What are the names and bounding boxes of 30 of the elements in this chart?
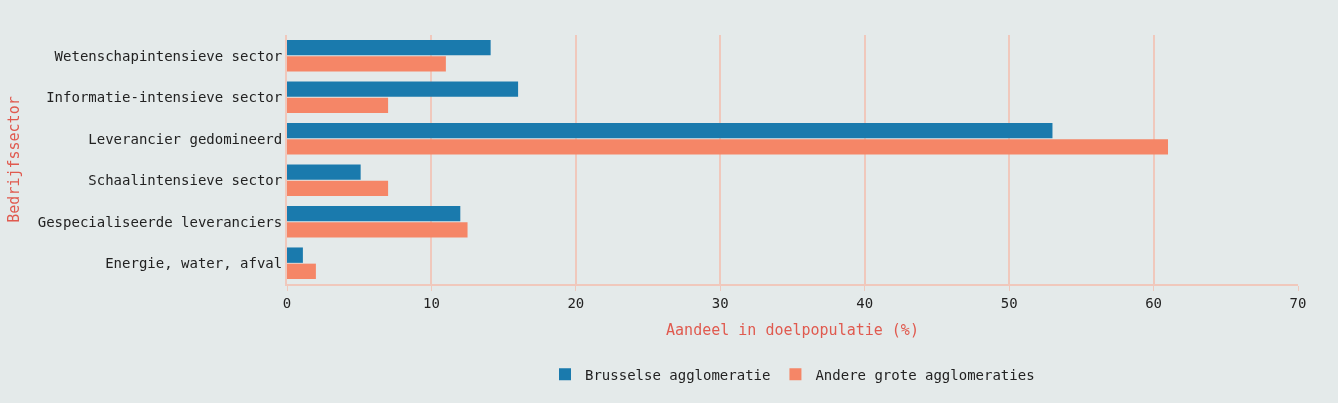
- bar: [287, 164, 361, 180]
- bar: [287, 205, 461, 222]
- bar: [287, 263, 316, 280]
- y-tick-label: Informatie-intensieve sector: [46, 89, 283, 106]
- legend-label: Andere grote agglomeraties: [815, 366, 1035, 383]
- bar: [287, 139, 1169, 155]
- x-tick-label: 30: [711, 294, 729, 311]
- legend-label: Brusselse agglomeratie: [585, 366, 771, 383]
- x-tick-label: 10: [423, 294, 440, 311]
- x-tick-label: 70: [1289, 294, 1307, 311]
- y-axis-title: Bedrijfssector: [4, 96, 23, 223]
- bar: [287, 180, 389, 197]
- bar: [287, 122, 1053, 139]
- x-axis-title: Aandeel in doelpopulatie (%): [666, 321, 919, 340]
- y-tick-label: Wetenschapintensieve sector: [54, 47, 283, 64]
- bar: [287, 247, 303, 263]
- y-tick-label: Schaalintensieve sector: [88, 172, 283, 189]
- bar: [287, 39, 491, 56]
- y-tick-label: Leverancier gedomineerd: [88, 130, 283, 147]
- bar: [287, 81, 519, 97]
- bar: [287, 222, 468, 238]
- x-tick-label: 60: [1145, 294, 1162, 311]
- bar: [287, 97, 389, 114]
- bar: [287, 56, 446, 72]
- x-tick-label: 40: [856, 294, 874, 311]
- x-tick-label: 20: [567, 294, 585, 311]
- x-tick-label: 50: [1000, 294, 1018, 311]
- y-tick-label: Energie, water, afval: [105, 255, 283, 272]
- y-tick-label: Gespecialiseerde leveranciers: [37, 213, 283, 230]
- x-tick-label: 0: [282, 294, 292, 311]
